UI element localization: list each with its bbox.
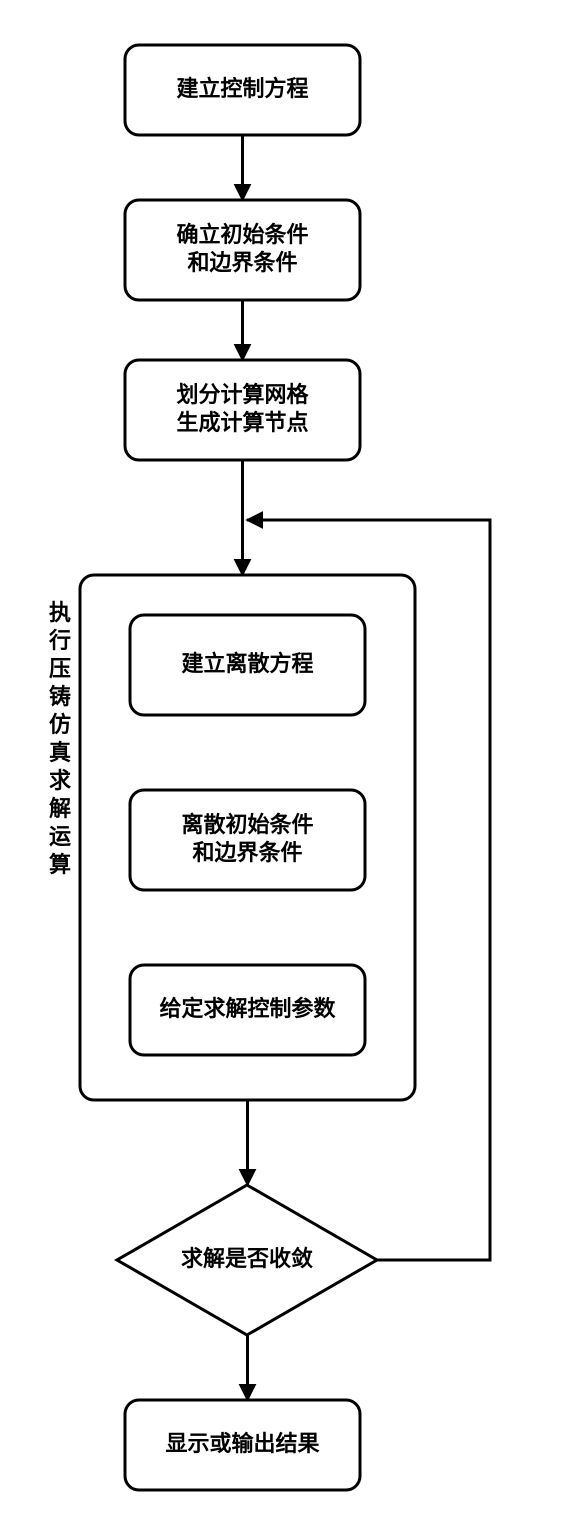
group-side-label: 运 — [49, 824, 71, 849]
node-label: 建立控制方程 — [176, 76, 308, 101]
node-label: 给定求解控制参数 — [159, 996, 336, 1021]
node-label: 建立离散方程 — [181, 651, 313, 676]
group-side-label: 仿 — [49, 712, 71, 737]
node-label: 和边界条件 — [187, 250, 297, 275]
node-label: 和边界条件 — [192, 840, 302, 865]
group-side-label: 压 — [49, 656, 71, 681]
group-side-label: 行 — [48, 628, 71, 653]
group-side-label: 铸 — [49, 684, 71, 709]
node-label: 离散初始条件 — [181, 812, 313, 837]
node-label: 显示或输出结果 — [165, 1431, 319, 1456]
node-label: 确立初始条件 — [176, 222, 308, 247]
node-label: 生成计算节点 — [176, 410, 308, 435]
node-label: 划分计算网格 — [176, 382, 309, 407]
node-label: 求解是否收敛 — [181, 1246, 313, 1271]
group-side-label: 真 — [49, 740, 71, 765]
group-side-label: 执 — [49, 600, 71, 625]
group-side-label: 算 — [49, 852, 71, 877]
group-side-label: 求 — [49, 768, 71, 793]
group-side-label: 解 — [49, 796, 71, 821]
